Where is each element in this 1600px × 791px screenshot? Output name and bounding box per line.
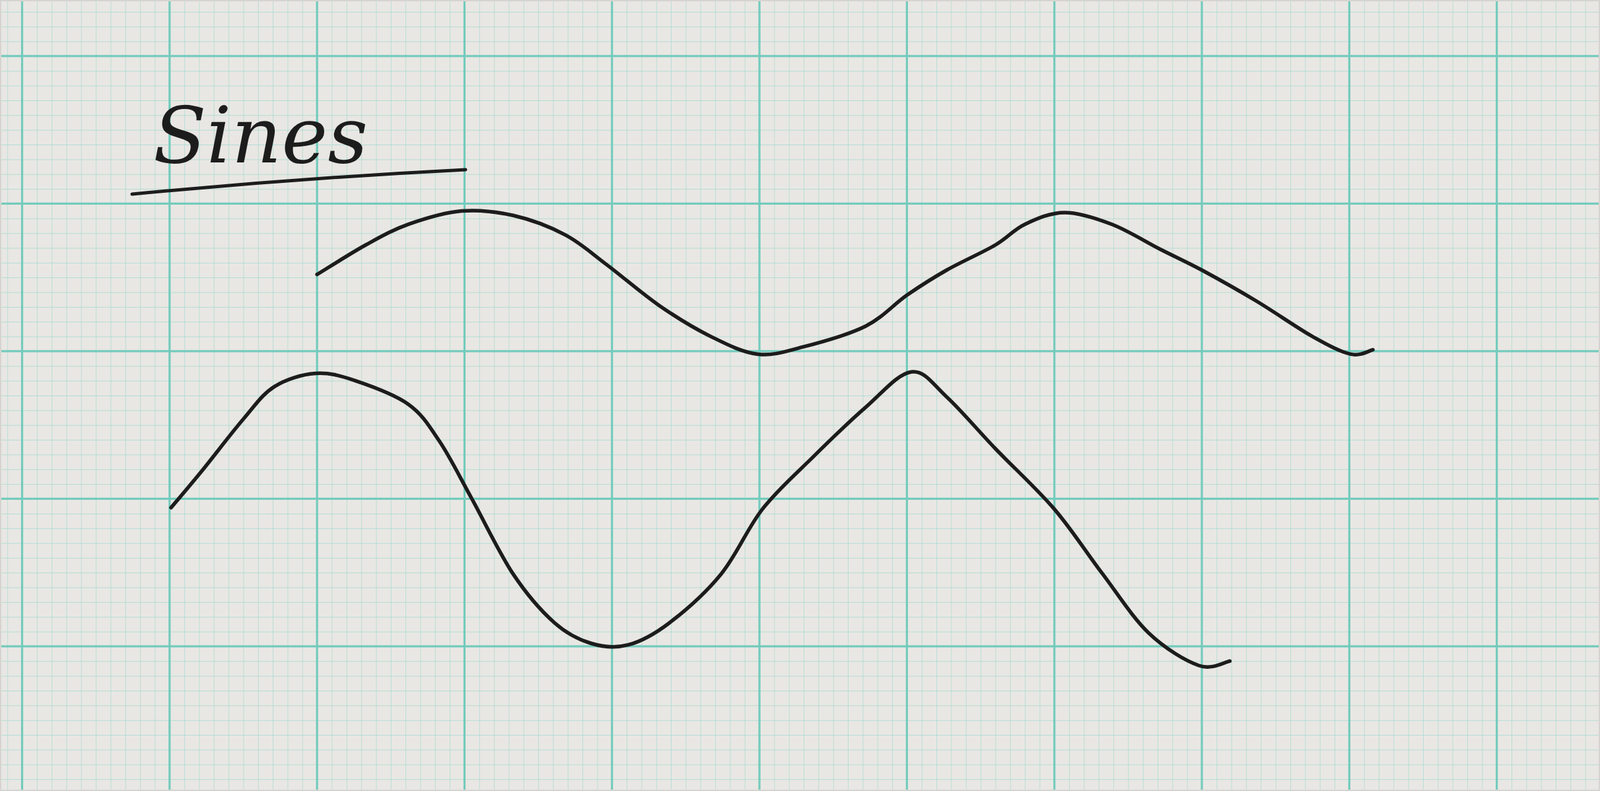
plot-frame (0, 0, 1600, 791)
grid (0, 0, 1600, 791)
series-group (171, 210, 1373, 667)
paper-minor-grid (0, 0, 1600, 791)
sine-line (171, 371, 1231, 667)
title-underline (132, 169, 466, 195)
grid-line-x (21, 0, 24, 791)
grid-line-y (0, 645, 1600, 648)
grid-line-y (0, 54, 1600, 57)
grid-line-x (1200, 0, 1203, 791)
grid-line-x (1053, 0, 1056, 791)
paper (0, 0, 1600, 791)
grid-line-x (905, 0, 908, 791)
title: Sines (153, 89, 368, 181)
grid-line-x (1348, 0, 1351, 791)
grid-line-y (0, 497, 1600, 500)
grid-line-y (0, 349, 1600, 352)
grid-line-x (1495, 0, 1498, 791)
chart: Sines (0, 0, 1600, 791)
grid-line-x (463, 0, 466, 791)
grid-line-y (0, 202, 1600, 205)
grid-line-x (758, 0, 761, 791)
grid-line-x (610, 0, 613, 791)
sine-line (316, 210, 1373, 355)
